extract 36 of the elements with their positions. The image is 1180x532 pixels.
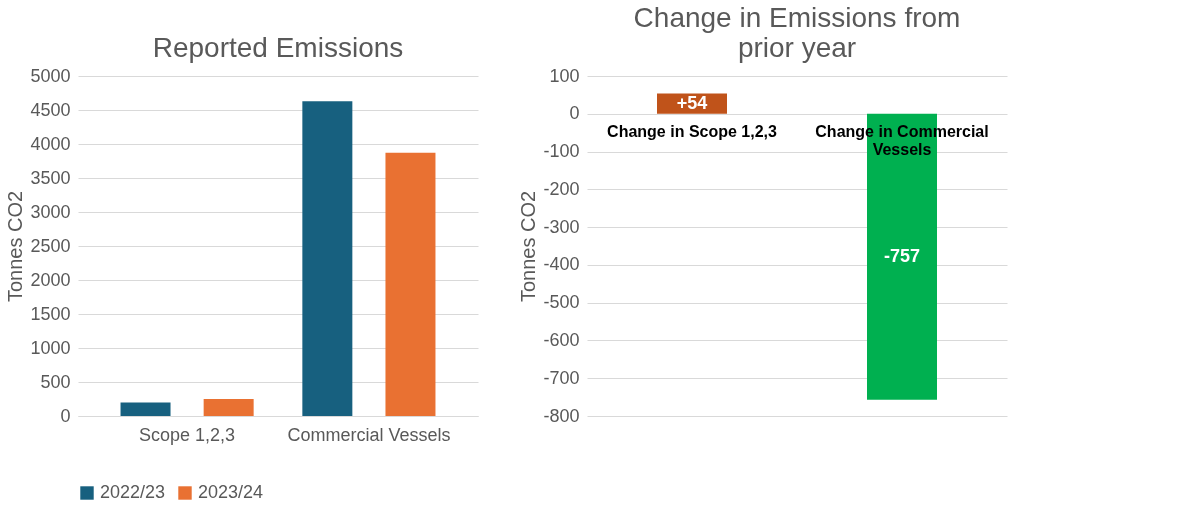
y-tick-label: -800 — [543, 405, 580, 426]
y-tick-label: -700 — [543, 367, 580, 388]
y-tick-label: 0 — [569, 103, 580, 124]
y-tick-label: 500 — [40, 371, 71, 392]
data-label: +54 — [676, 92, 708, 113]
y-tick-label: -400 — [543, 254, 580, 275]
chart-title: Reported Emissions — [152, 32, 404, 63]
y-tick-label: 3500 — [30, 167, 71, 188]
y-tick-label: -600 — [543, 329, 580, 350]
bar — [203, 399, 254, 416]
x-tick-label: Change in Scope 1,2,3 — [607, 122, 778, 140]
y-tick-label: 0 — [60, 405, 71, 426]
y-tick-label: 100 — [549, 65, 580, 86]
y-tick-label: -500 — [543, 292, 580, 313]
chart-title: Change in Emissions from prior year — [633, 2, 961, 63]
data-label: -757 — [883, 245, 921, 266]
y-tick-label: -100 — [543, 141, 580, 162]
y-tick-label: 2500 — [30, 235, 71, 256]
legend-label: 2023/24 — [198, 482, 264, 502]
legend-label: 2022/23 — [100, 482, 166, 502]
y-tick-label: 1500 — [30, 303, 71, 324]
y-tick-label: 4500 — [30, 99, 71, 120]
y-tick-label: 2000 — [30, 269, 71, 290]
y-tick-label: 5000 — [30, 65, 71, 86]
x-tick-label: Scope 1,2,3 — [139, 424, 236, 445]
y-tick-label: 4000 — [30, 133, 71, 154]
y-tick-label: 1000 — [30, 337, 71, 358]
y-axis-title: Tonnes CO2 — [4, 190, 27, 303]
bar — [120, 402, 171, 416]
bar — [385, 152, 436, 416]
x-tick-label: Commercial Vessels — [287, 424, 451, 445]
bar — [302, 101, 353, 416]
y-tick-label: 3000 — [30, 201, 71, 222]
y-tick-label: -200 — [543, 178, 580, 199]
y-axis-title: Tonnes CO2 — [517, 190, 540, 303]
y-tick-label: -300 — [543, 216, 580, 237]
